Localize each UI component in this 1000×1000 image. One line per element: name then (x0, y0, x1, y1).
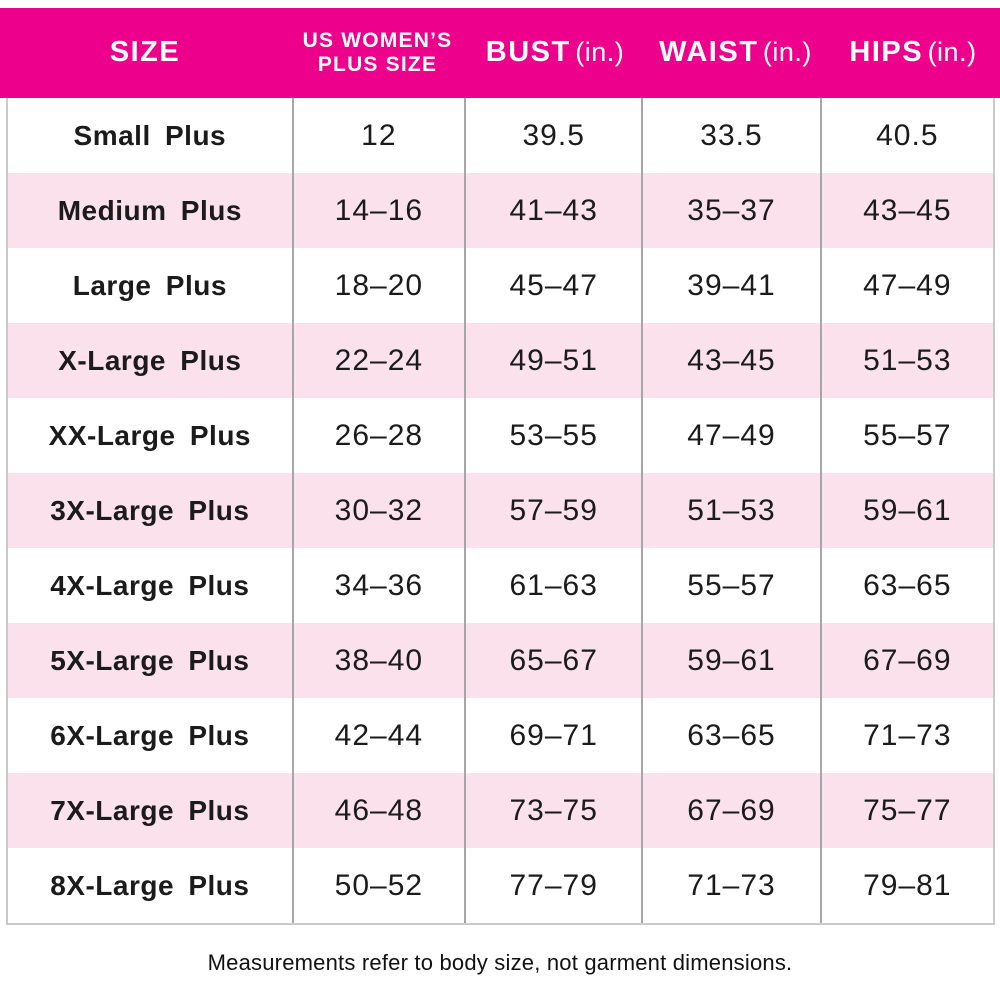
size-cell: Medium Plus (57, 194, 242, 226)
hips-cell: 75–77 (819, 773, 993, 848)
waist-cell: 39–41 (641, 248, 819, 323)
table-row: X-Large Plus 22–24 49–51 43–45 51–53 (8, 323, 993, 398)
header-us-plus-size: US WOMEN’S PLUS SIZE (290, 8, 465, 98)
hips-cell: 63–65 (819, 548, 993, 623)
hips-cell: 55–57 (819, 398, 993, 473)
waist-cell: 43–45 (641, 323, 819, 398)
bust-cell: 61–63 (464, 548, 641, 623)
size-cell: X-Large Plus (58, 344, 242, 376)
hips-cell: 79–81 (819, 848, 993, 923)
waist-cell: 35–37 (641, 173, 819, 248)
waist-cell: 33.5 (641, 98, 819, 173)
table-header-row: SIZE US WOMEN’S PLUS SIZE BUST (in.) WAI… (0, 8, 1000, 98)
header-waist-unit: (in.) (762, 37, 812, 68)
waist-cell: 51–53 (641, 473, 819, 548)
table-row: 3X-Large Plus 30–32 57–59 51–53 59–61 (8, 473, 993, 548)
table-row: 4X-Large Plus 34–36 61–63 55–57 63–65 (8, 548, 993, 623)
bust-cell: 69–71 (464, 698, 641, 773)
size-cell: 4X-Large Plus (50, 569, 250, 601)
measurement-disclaimer: Measurements refer to body size, not gar… (207, 950, 793, 975)
header-hips-label: HIPS (849, 36, 924, 69)
header-us-line1: US WOMEN’S (302, 28, 453, 52)
us-plus-size-cell: 26–28 (291, 398, 464, 473)
header-waist: WAIST (in.) (645, 8, 826, 98)
header-hips-unit: (in.) (927, 37, 977, 68)
bust-cell: 45–47 (464, 248, 641, 323)
table-row: Small Plus 12 39.5 33.5 40.5 (8, 98, 993, 173)
size-cell: 7X-Large Plus (50, 794, 250, 826)
waist-cell: 59–61 (641, 623, 819, 698)
table-row: 6X-Large Plus 42–44 69–71 63–65 71–73 (8, 698, 993, 773)
hips-cell: 67–69 (819, 623, 993, 698)
bust-cell: 53–55 (464, 398, 641, 473)
us-plus-size-cell: 30–32 (291, 473, 464, 548)
table-row: Large Plus 18–20 45–47 39–41 47–49 (8, 248, 993, 323)
waist-cell: 67–69 (641, 773, 819, 848)
header-hips: HIPS (in.) (826, 8, 1000, 98)
waist-cell: 47–49 (641, 398, 819, 473)
size-cell: 8X-Large Plus (50, 869, 250, 901)
header-size: SIZE (0, 8, 290, 98)
us-plus-size-cell: 18–20 (291, 248, 464, 323)
table-row: 8X-Large Plus 50–52 77–79 71–73 79–81 (8, 848, 993, 923)
bust-cell: 41–43 (464, 173, 641, 248)
bust-cell: 57–59 (464, 473, 641, 548)
header-bust-unit: (in.) (575, 37, 625, 68)
us-plus-size-cell: 42–44 (291, 698, 464, 773)
size-cell: 6X-Large Plus (50, 719, 250, 751)
us-plus-size-cell: 38–40 (291, 623, 464, 698)
size-cell: Small Plus (73, 119, 227, 151)
header-size-label: SIZE (109, 36, 181, 69)
header-waist-label: WAIST (659, 36, 759, 69)
size-chart-table: SIZE US WOMEN’S PLUS SIZE BUST (in.) WAI… (0, 8, 1000, 925)
us-plus-size-cell: 12 (291, 98, 464, 173)
header-us-line2: PLUS SIZE (317, 53, 438, 76)
bust-cell: 39.5 (464, 98, 641, 173)
us-plus-size-cell: 50–52 (291, 848, 464, 923)
table-body: Small Plus 12 39.5 33.5 40.5 Medium Plus… (6, 98, 995, 925)
us-plus-size-cell: 34–36 (291, 548, 464, 623)
table-row: XX-Large Plus 26–28 53–55 47–49 55–57 (8, 398, 993, 473)
table-row: 5X-Large Plus 38–40 65–67 59–61 67–69 (8, 623, 993, 698)
hips-cell: 43–45 (819, 173, 993, 248)
bust-cell: 77–79 (464, 848, 641, 923)
hips-cell: 59–61 (819, 473, 993, 548)
size-cell: 5X-Large Plus (50, 644, 250, 676)
us-plus-size-cell: 14–16 (291, 173, 464, 248)
size-cell: Large Plus (72, 269, 227, 301)
bust-cell: 49–51 (464, 323, 641, 398)
size-cell: XX-Large Plus (48, 419, 251, 451)
hips-cell: 51–53 (819, 323, 993, 398)
us-plus-size-cell: 22–24 (291, 323, 464, 398)
table-row: 7X-Large Plus 46–48 73–75 67–69 75–77 (8, 773, 993, 848)
bust-cell: 65–67 (464, 623, 641, 698)
waist-cell: 55–57 (641, 548, 819, 623)
hips-cell: 71–73 (819, 698, 993, 773)
table-row: Medium Plus 14–16 41–43 35–37 43–45 (8, 173, 993, 248)
header-bust: BUST (in.) (465, 8, 645, 98)
waist-cell: 63–65 (641, 698, 819, 773)
hips-cell: 40.5 (819, 98, 993, 173)
bust-cell: 73–75 (464, 773, 641, 848)
waist-cell: 71–73 (641, 848, 819, 923)
size-cell: 3X-Large Plus (50, 494, 250, 526)
hips-cell: 47–49 (819, 248, 993, 323)
header-bust-label: BUST (485, 36, 571, 69)
us-plus-size-cell: 46–48 (291, 773, 464, 848)
